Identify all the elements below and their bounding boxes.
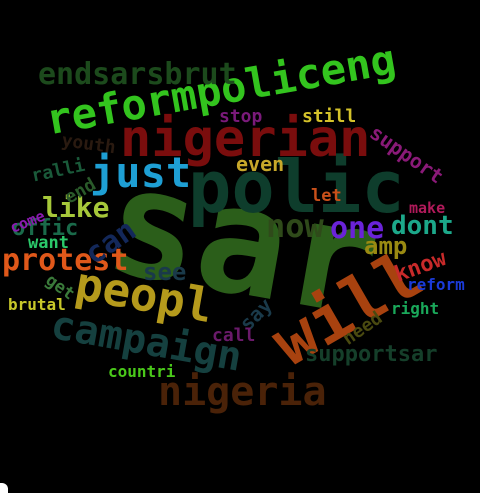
word-protest: protest — [2, 243, 129, 278]
word-right: right — [391, 299, 440, 318]
word-offic: offic — [12, 216, 79, 241]
word-just: just — [90, 148, 192, 197]
word-nigerian: nigerian — [120, 109, 371, 169]
word-amp: amp — [364, 232, 408, 260]
word-let: let — [311, 186, 342, 206]
word-see: see — [143, 258, 187, 286]
word-reform: reform — [407, 275, 465, 294]
word-want: want — [28, 233, 69, 253]
word-youth: youth — [60, 130, 117, 159]
word-dont: dont — [391, 211, 454, 241]
word-nigeria: nigeria — [158, 369, 327, 415]
word-still: still — [302, 106, 357, 127]
corner-mark — [0, 483, 8, 493]
word-polic: polic — [188, 145, 405, 229]
word-call: call — [212, 325, 256, 346]
word-even: even — [236, 152, 285, 176]
word-now: now — [266, 207, 324, 245]
word-endsarsbrut: endsarsbrut — [38, 57, 237, 92]
word-countri: countri — [108, 362, 176, 381]
word-make: make — [409, 199, 446, 217]
word-like: like — [42, 191, 110, 224]
word-one: one — [330, 211, 385, 246]
word-brutal: brutal — [8, 295, 66, 314]
word-supportsar: supportsar — [305, 342, 438, 367]
word-stop: stop — [219, 106, 263, 127]
